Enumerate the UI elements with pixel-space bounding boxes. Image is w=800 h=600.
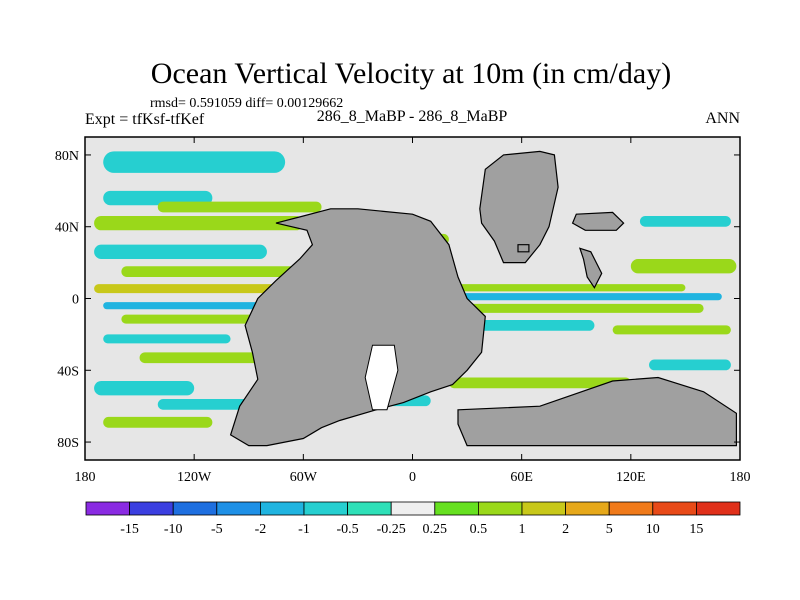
colorbar-label-5: -0.5 (337, 522, 359, 537)
land-masses (229, 150, 738, 447)
colorbar-label-8: 0.5 (470, 522, 488, 537)
velocity-band-2 (157, 201, 322, 213)
case-label: 286_8_MaBP - 286_8_MaBP (317, 108, 508, 125)
colorbar-label-3: -2 (255, 522, 267, 537)
colorbar-box-7 (390, 501, 436, 516)
velocity-band-19 (448, 377, 631, 389)
experiment-label: Expt = tfKsf-tfKef (85, 111, 205, 128)
colorbar-box-6 (347, 501, 392, 516)
x-tick-label-1: 120W (177, 470, 212, 485)
colorbar-box-4 (259, 501, 305, 516)
y-tick-label-3: 40S (57, 364, 79, 379)
colorbar-box-5 (303, 501, 348, 516)
velocity-band-17 (467, 320, 595, 331)
x-tick-label-0: 180 (75, 470, 96, 485)
colorbar-box-10 (521, 501, 566, 516)
season-label: ANN (705, 110, 740, 127)
velocity-band-21 (630, 259, 737, 274)
land-east-island (571, 211, 625, 231)
velocity-band-14 (430, 284, 686, 292)
velocity-band-22 (639, 215, 731, 227)
velocity-band-10 (139, 352, 286, 364)
land-americas-africa (229, 208, 486, 447)
y-tick-label-1: 40N (55, 221, 79, 236)
land-south-polar-continent (457, 376, 738, 447)
x-tick-label-4: 60E (510, 470, 533, 485)
colorbar-label-2: -5 (211, 522, 223, 537)
velocity-band-9 (103, 334, 231, 344)
velocity-band-3 (94, 215, 304, 231)
colorbar-box-0 (85, 501, 130, 516)
y-tick-label-2: 0 (72, 293, 79, 308)
colorbar-box-14 (696, 501, 741, 516)
colorbar-label-11: 5 (606, 522, 613, 537)
colorbar-box-3 (216, 501, 261, 516)
x-tick-label-6: 180 (730, 470, 751, 485)
velocity-band-20 (649, 359, 731, 371)
chart-title: Ocean Vertical Velocity at 10m (in cm/da… (151, 57, 671, 90)
velocity-band-15 (439, 293, 722, 301)
land-small-islet (517, 244, 530, 253)
colorbar-label-12: 10 (646, 522, 660, 537)
colorbar: -15 -10 -5 -2 -1 -0.5 -0.25 0.25 0.5 1 2 5 10 15 (85, 501, 741, 537)
colorbar-box-13 (652, 501, 697, 516)
colorbar-label-6: -0.25 (377, 522, 406, 537)
colorbar-box-9 (477, 501, 523, 516)
colorbar-box-1 (129, 501, 174, 516)
colorbar-box-2 (172, 501, 218, 516)
y-tick-label-4: 80S (57, 436, 79, 451)
colorbar-label-13: 15 (689, 522, 703, 537)
x-tick-label-2: 60W (290, 470, 318, 485)
colorbar-label-1: -10 (164, 522, 183, 537)
axis-ticks: 180 120W 60W 0 60E 120E 180 80N 40N 0 40S 80S (55, 137, 751, 485)
colorbar-box-12 (608, 501, 654, 516)
colorbar-label-0: -15 (120, 522, 139, 537)
colorbar-box-8 (434, 501, 479, 516)
velocity-band-18 (612, 325, 731, 335)
y-tick-label-0: 80N (55, 149, 79, 164)
velocity-band-13 (103, 416, 213, 428)
velocity-band-16 (448, 303, 704, 313)
sea-interior-basin (364, 344, 399, 411)
map-plot-area (85, 137, 740, 460)
land-north-polar-continent (479, 150, 559, 264)
stats-text: rmsd= 0.591059 diff= 0.00129662 (150, 96, 343, 111)
land-east-peninsula (578, 247, 603, 289)
colorbar-box-11 (565, 501, 610, 516)
colorbar-label-4: -1 (298, 522, 310, 537)
x-tick-label-5: 120E (616, 470, 646, 485)
colorbar-label-10: 2 (562, 522, 569, 537)
colorbar-label-7: 0.25 (423, 522, 448, 537)
x-tick-label-3: 0 (409, 470, 416, 485)
velocity-band-0 (103, 151, 286, 173)
colorbar-label-9: 1 (519, 522, 526, 537)
velocity-band-5 (121, 266, 304, 277)
velocity-band-4 (94, 244, 267, 260)
velocity-band-11 (94, 381, 195, 396)
